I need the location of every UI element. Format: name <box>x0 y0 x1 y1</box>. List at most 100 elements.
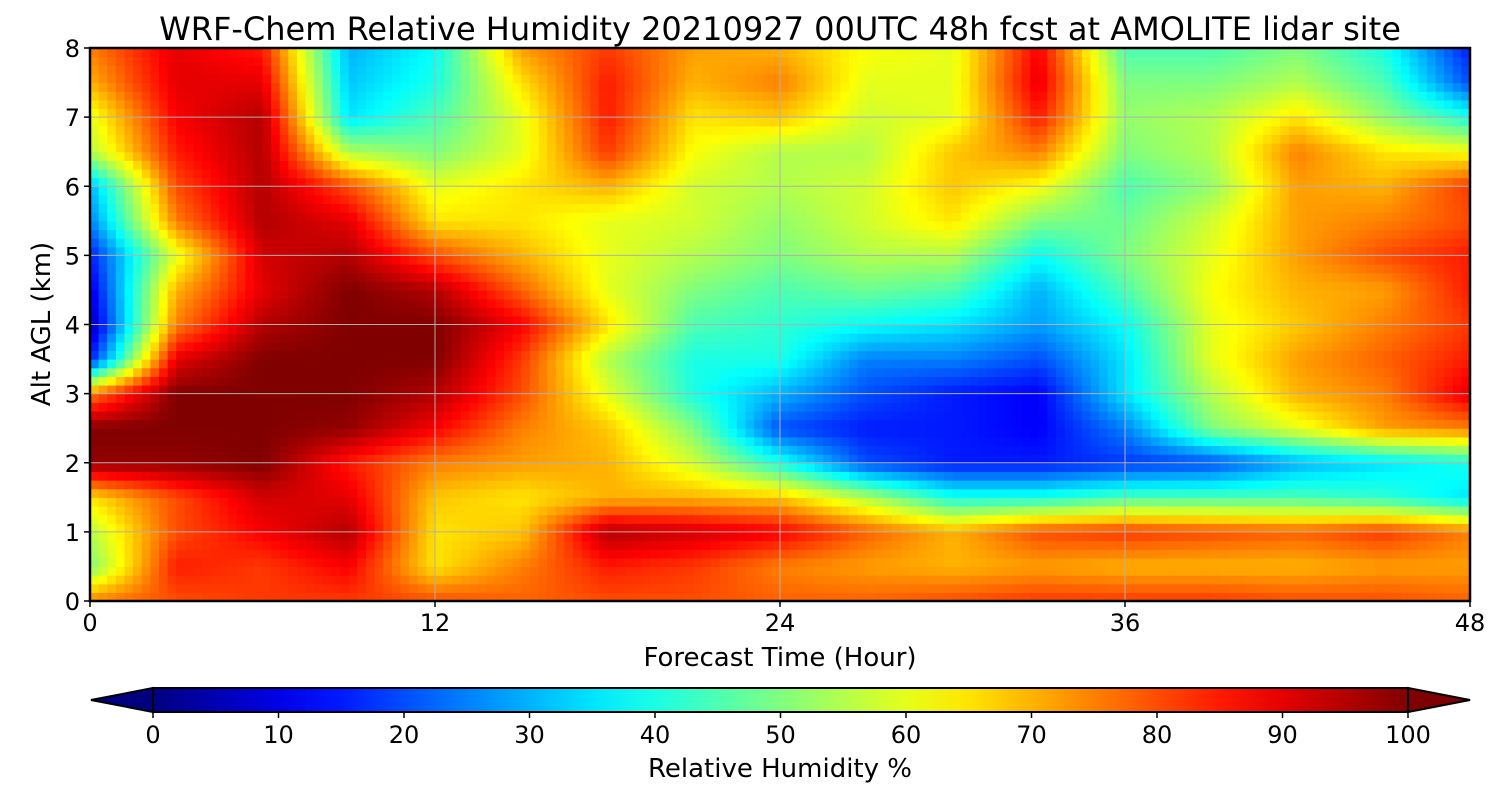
heatmap-cell <box>918 333 928 343</box>
heatmap-cell <box>1323 505 1333 516</box>
heatmap-cell <box>1202 436 1212 447</box>
heatmap-cell <box>1366 531 1376 542</box>
heatmap-cell <box>159 410 169 421</box>
heatmap-cell <box>1263 566 1273 576</box>
heatmap-cell <box>719 359 729 369</box>
heatmap-cell <box>788 428 798 438</box>
heatmap-cell <box>555 557 565 568</box>
heatmap-cell <box>1357 557 1368 568</box>
heatmap-cell <box>1271 359 1281 369</box>
heatmap-cell <box>107 583 117 593</box>
heatmap-cell <box>1125 497 1135 507</box>
heatmap-cell <box>805 436 816 447</box>
heatmap-cell <box>883 350 893 360</box>
heatmap-cell <box>409 583 419 593</box>
heatmap-cell <box>1435 549 1445 559</box>
heatmap-cell <box>814 549 824 559</box>
heatmap-cell <box>478 523 488 533</box>
heatmap-cell <box>693 428 703 438</box>
heatmap-cell <box>866 367 876 377</box>
heatmap-cell <box>452 333 462 343</box>
heatmap-cell <box>555 402 565 412</box>
heatmap-cell <box>1133 514 1143 524</box>
heatmap-cell <box>1081 488 1092 498</box>
heatmap-cell <box>159 359 169 369</box>
heatmap-cell <box>857 333 867 343</box>
heatmap-cell <box>141 393 151 403</box>
heatmap-cell <box>1332 445 1342 455</box>
heatmap-cell <box>598 497 609 507</box>
heatmap-cell <box>366 454 376 464</box>
heatmap-cell <box>1219 471 1230 481</box>
heatmap-cell <box>400 402 410 412</box>
heatmap-cell <box>1168 575 1178 585</box>
heatmap-cell <box>547 419 557 429</box>
heatmap-cell <box>1168 445 1178 455</box>
heatmap-cell <box>1426 402 1437 412</box>
heatmap-cell <box>90 359 100 369</box>
heatmap-cell <box>271 523 281 533</box>
heatmap-cell <box>693 341 703 352</box>
heatmap-cell <box>995 376 1005 386</box>
heatmap-cell <box>909 583 919 593</box>
heatmap-cell <box>435 445 445 455</box>
heatmap-cell <box>1271 376 1281 386</box>
heatmap-cell <box>1038 497 1048 507</box>
heatmap-cell <box>1271 540 1281 550</box>
heatmap-cell <box>900 436 910 447</box>
heatmap-cell <box>1297 557 1307 568</box>
heatmap-cell <box>616 419 626 429</box>
heatmap-cell <box>1323 341 1333 352</box>
heatmap-cell <box>1073 410 1083 421</box>
heatmap-cell <box>555 350 565 360</box>
heatmap-cell <box>1030 505 1040 516</box>
heatmap-cell <box>1409 428 1419 438</box>
heatmap-cell <box>1280 592 1290 601</box>
heatmap-cell <box>719 333 729 343</box>
heatmap-cell <box>866 454 876 464</box>
heatmap-cell <box>1375 359 1385 369</box>
heatmap-cell <box>400 514 410 524</box>
heatmap-cell <box>1150 402 1161 412</box>
heatmap-cell <box>849 436 859 447</box>
heatmap-cell <box>978 462 988 472</box>
heatmap-cell <box>978 540 988 550</box>
heatmap-cell <box>1211 497 1221 507</box>
heatmap-cell <box>1366 367 1376 377</box>
heatmap-cell <box>1159 531 1169 542</box>
heatmap-cell <box>331 583 341 593</box>
heatmap-cell <box>1418 454 1428 464</box>
heatmap-cell <box>1435 514 1445 524</box>
heatmap-cell <box>124 436 134 447</box>
heatmap-cell <box>1444 436 1454 447</box>
heatmap-cell <box>555 505 565 516</box>
heatmap-cell <box>581 480 591 490</box>
heatmap-cell <box>797 376 807 386</box>
heatmap-cell <box>762 583 772 593</box>
heatmap-cell <box>460 566 471 576</box>
heatmap-cell <box>1366 462 1376 472</box>
heatmap-cell <box>512 402 522 412</box>
heatmap-cell <box>736 384 747 395</box>
heatmap-cell <box>1461 480 1470 490</box>
heatmap-cell <box>417 488 427 498</box>
heatmap-cell <box>987 549 997 559</box>
heatmap-cell <box>366 462 376 472</box>
heatmap-cell <box>521 350 531 360</box>
heatmap-cell <box>1056 376 1066 386</box>
heatmap-cell <box>1021 384 1031 395</box>
heatmap-cell <box>935 436 945 447</box>
heatmap-cell <box>452 575 462 585</box>
heatmap-cell <box>754 341 764 352</box>
heatmap-cell <box>1133 402 1143 412</box>
heatmap-cell <box>1271 549 1281 559</box>
heatmap-cell <box>1004 480 1014 490</box>
heatmap-cell <box>935 540 945 550</box>
heatmap-cell <box>1263 592 1273 601</box>
heatmap-cell <box>348 393 358 403</box>
heatmap-cell <box>452 436 462 447</box>
heatmap-cell <box>1116 480 1126 490</box>
heatmap-cell <box>1176 359 1186 369</box>
heatmap-cell <box>797 393 807 403</box>
heatmap-cell <box>1168 583 1178 593</box>
